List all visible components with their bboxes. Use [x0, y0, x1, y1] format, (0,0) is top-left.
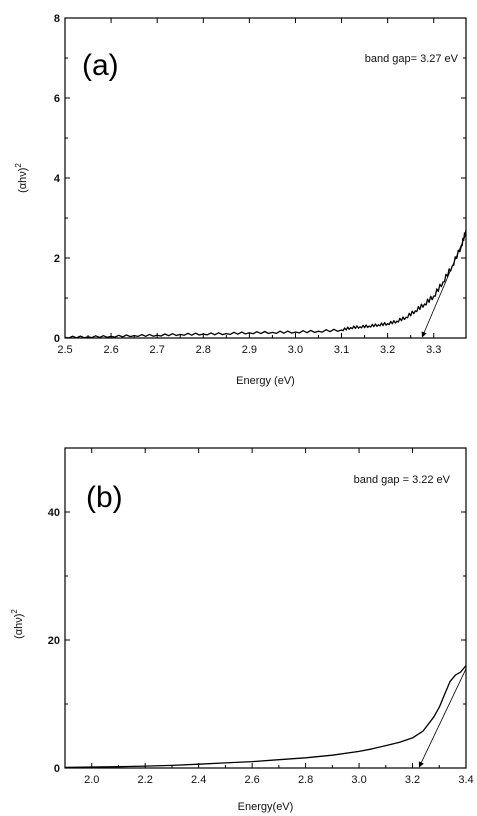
plot-frame [64, 17, 467, 339]
x-tick-label: 2.7 [150, 344, 165, 356]
tangent-arrow [421, 233, 467, 338]
x-tick-label: 3.3 [426, 344, 441, 356]
y-tick-label: 40 [48, 507, 60, 519]
x-tick-label: 3.0 [351, 774, 366, 786]
y-axis-label: (αhν)2 [10, 609, 25, 639]
band-gap-annotation: band gap = 3.22 eV [354, 474, 451, 486]
band-gap-annotation: band gap= 3.27 eV [365, 53, 459, 65]
x-tick-label: 2.0 [84, 774, 99, 786]
x-tick-label: 3.2 [380, 344, 395, 356]
x-tick-label: 2.9 [242, 344, 257, 356]
y-tick-label: 6 [54, 93, 60, 105]
absorption-curve [64, 665, 467, 769]
x-tick-label: 3.2 [405, 774, 420, 786]
x-tick-label: 3.1 [334, 344, 349, 356]
y-tick-label: 0 [54, 333, 60, 345]
x-tick-label: 2.2 [138, 774, 153, 786]
y-tick-label: 0 [54, 763, 60, 775]
x-tick-label: 2.8 [298, 774, 313, 786]
y-axis-label: (αhν)2 [14, 163, 29, 193]
x-tick-label: 2.5 [57, 344, 72, 356]
x-tick-label: 2.6 [244, 774, 259, 786]
y-tick-label: 4 [54, 173, 61, 185]
y-tick-label: 2 [54, 253, 60, 265]
x-axis-label: Energy (eV) [236, 375, 295, 387]
plot-frame [64, 447, 467, 769]
y-tick-label: 20 [48, 635, 60, 647]
tangent-arrow [418, 668, 467, 768]
x-axis-label: Energy(eV) [238, 801, 294, 813]
panel-label: (a) [82, 49, 119, 82]
panel-label: (b) [86, 481, 123, 514]
x-tick-label: 2.4 [191, 774, 206, 786]
x-tick-label: 2.8 [196, 344, 211, 356]
chart-panel-a: 2.5 2.6 2.7 2.8 2.9 3.0 3.1 3.2 3.3 0 2 4 6 8 Energy (… [14, 13, 467, 387]
chart-panel-b: 2.0 2.2 2.4 2.6 2.8 3.0 3.2 3.4 0 20 40 Energy(eV) (… [10, 447, 474, 813]
x-tick-label: 3.4 [458, 774, 473, 786]
x-tick-label: 2.6 [103, 344, 118, 356]
absorption-curve [64, 229, 467, 339]
y-tick-label: 8 [54, 13, 60, 25]
x-tick-label: 3.0 [288, 344, 303, 356]
